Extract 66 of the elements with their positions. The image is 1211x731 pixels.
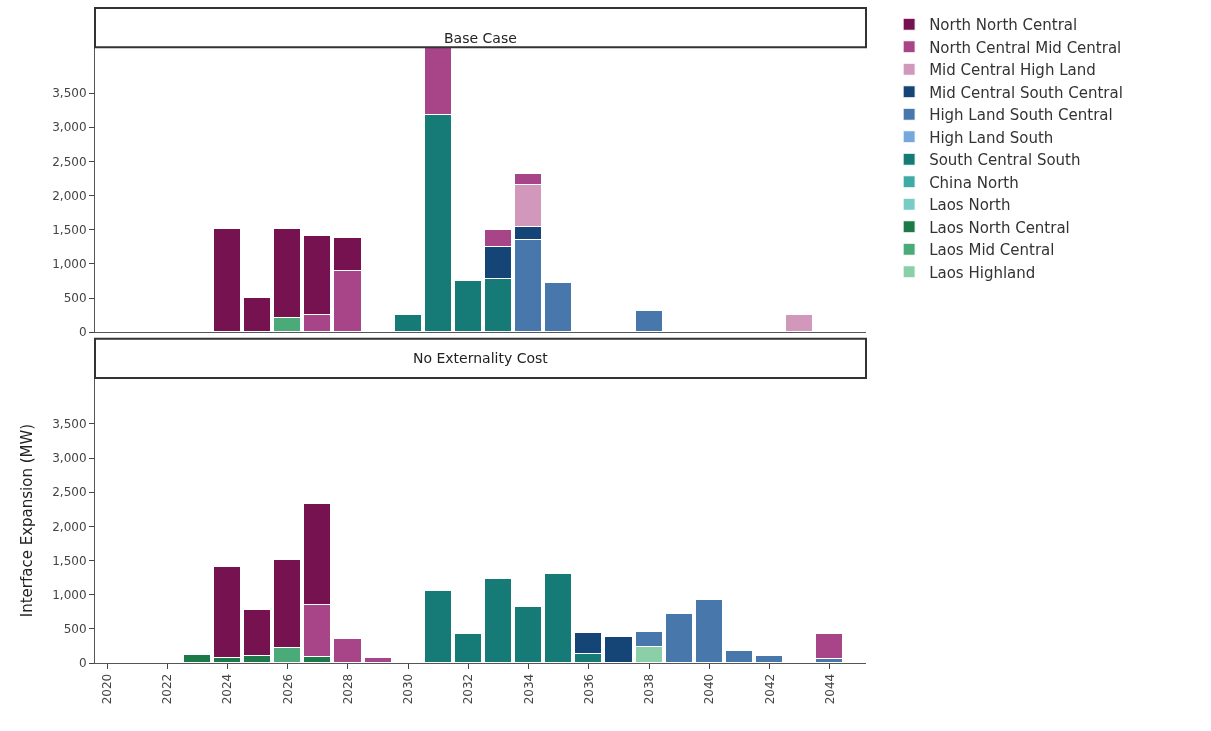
y-tick-label: 2,500 (52, 154, 87, 169)
y-tick-label: 0 (78, 656, 87, 671)
y-tick-label: 500 (63, 291, 87, 306)
y-tick-label: 3,500 (52, 86, 87, 101)
x-tick-label: 2030 (401, 673, 416, 705)
bar (394, 314, 422, 333)
bar (333, 638, 362, 663)
legend-label: Laos Highland (929, 263, 1036, 282)
legend-label: Laos Mid Central (929, 241, 1055, 260)
x-tick-label: 2036 (581, 673, 596, 705)
legend-label: North Central Mid Central (929, 38, 1122, 57)
legend-label: South Central South (929, 151, 1081, 170)
chart-title: Base Case (444, 30, 517, 46)
legend-label: North North Central (929, 16, 1078, 35)
bar (604, 636, 633, 663)
x-tick-label: 2042 (762, 673, 777, 705)
y-tick-label: 500 (63, 622, 87, 637)
y-tick-label: 1,500 (52, 553, 87, 568)
legend-label: Mid Central South Central (929, 83, 1123, 102)
y-tick-label: 3,000 (52, 451, 87, 466)
x-tick-label: 2034 (521, 673, 536, 705)
y-tick-label: 3,000 (52, 120, 87, 135)
legend-label: High Land South (929, 128, 1054, 147)
x-tick-label: 2032 (461, 673, 476, 705)
legend-label: China North (929, 173, 1019, 192)
bar (725, 650, 753, 663)
bar (815, 633, 843, 660)
bar (364, 657, 392, 663)
bar (785, 314, 813, 333)
y-tick-label: 1,000 (52, 257, 87, 272)
x-tick-label: 2020 (99, 673, 114, 705)
legend-label: Laos North (929, 196, 1011, 215)
legend-label: High Land South Central (929, 106, 1113, 125)
chart-title: No Externality Cost (413, 350, 549, 366)
bar (665, 613, 693, 663)
x-tick-label: 2038 (642, 673, 657, 705)
y-tick-label: 1,000 (52, 587, 87, 602)
bar (213, 566, 241, 659)
bar (635, 310, 663, 333)
y-tick-label: 0 (78, 325, 87, 340)
x-tick-label: 2024 (220, 673, 235, 705)
x-tick-label: 2028 (340, 673, 355, 705)
bar (424, 590, 452, 663)
x-tick-label: 2040 (702, 673, 717, 705)
bar (695, 599, 723, 663)
bar (213, 228, 241, 333)
y-tick-label: 2,000 (52, 519, 87, 534)
bar (243, 297, 271, 333)
bar (454, 633, 482, 663)
bar (755, 655, 783, 663)
x-tick-label: 2044 (822, 673, 837, 705)
x-tick-label: 2026 (280, 673, 295, 705)
bar (484, 578, 512, 663)
bar (183, 654, 211, 663)
x-tick-label: 2022 (160, 673, 175, 705)
y-axis-title: Interface Expansion (MW) (18, 423, 37, 618)
y-tick-label: 2,000 (52, 188, 87, 203)
legend-label: Laos North Central (929, 218, 1070, 237)
y-tick-label: 1,500 (52, 222, 87, 237)
legend-label: Mid Central High Land (929, 61, 1096, 80)
bar (544, 573, 572, 663)
bar (454, 280, 482, 333)
bar (544, 282, 572, 333)
bar (514, 606, 542, 663)
y-tick-label: 2,500 (52, 485, 87, 500)
y-tick-label: 3,500 (52, 417, 87, 432)
